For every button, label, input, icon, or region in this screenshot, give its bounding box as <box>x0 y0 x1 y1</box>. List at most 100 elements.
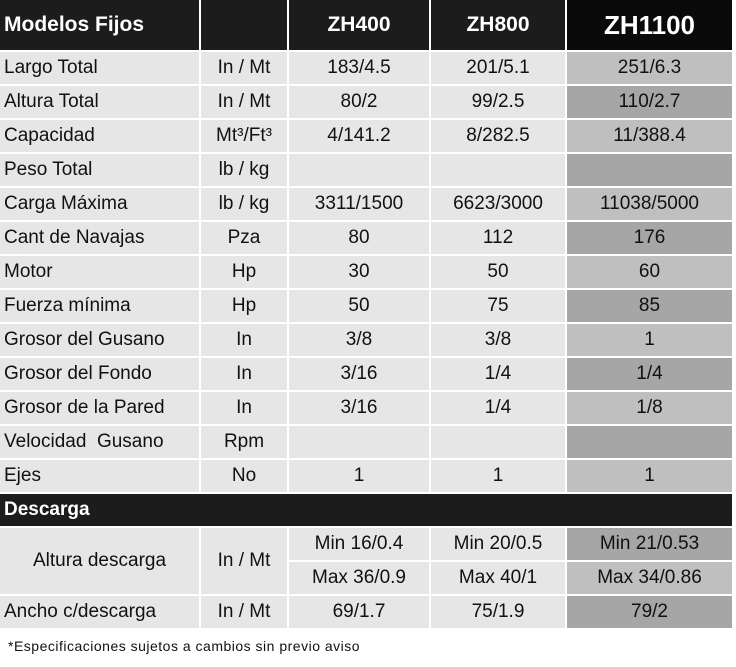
cell-value: 75/1.9 <box>431 596 565 628</box>
table-row: Ejes No 1 1 1 <box>0 460 732 492</box>
cell-value: 69/1.7 <box>289 596 429 628</box>
cell-value: Min 21/0.53 <box>567 528 732 560</box>
row-unit: In <box>201 392 287 424</box>
cell-value: 50 <box>431 256 565 288</box>
row-label: Velocidad Gusano <box>0 426 199 458</box>
cell-value: 1/8 <box>567 392 732 424</box>
cell-value: 3/8 <box>289 324 429 356</box>
header-title: Modelos Fijos <box>0 0 199 50</box>
cell-value: 8/282.5 <box>431 120 565 152</box>
table-row: Peso Total lb / kg <box>0 154 732 186</box>
cell-value: 75 <box>431 290 565 322</box>
table-row: Grosor del Gusano In 3/8 3/8 1 <box>0 324 732 356</box>
table-row: Motor Hp 30 50 60 <box>0 256 732 288</box>
cell-value <box>567 426 732 458</box>
model-header: ZH400 <box>289 0 429 50</box>
cell-value <box>431 154 565 186</box>
cell-value: 251/6.3 <box>567 52 732 84</box>
row-unit: lb / kg <box>201 154 287 186</box>
row-label: Ancho c/descarga <box>0 596 199 628</box>
cell-value: 85 <box>567 290 732 322</box>
header-unit <box>201 0 287 50</box>
cell-value: 50 <box>289 290 429 322</box>
cell-value: 80/2 <box>289 86 429 118</box>
cell-value: Max 34/0.86 <box>567 562 732 594</box>
row-label: Carga Máxima <box>0 188 199 220</box>
cell-value: 183/4.5 <box>289 52 429 84</box>
row-label: Grosor de la Pared <box>0 392 199 424</box>
table-row: Cant de Navajas Pza 80 112 176 <box>0 222 732 254</box>
cell-value: 30 <box>289 256 429 288</box>
cell-value <box>289 154 429 186</box>
model-header: ZH800 <box>431 0 565 50</box>
table-row: Fuerza mínima Hp 50 75 85 <box>0 290 732 322</box>
cell-value <box>289 426 429 458</box>
cell-value: 112 <box>431 222 565 254</box>
row-label: Ejes <box>0 460 199 492</box>
table-row: Largo Total In / Mt 183/4.5 201/5.1 251/6.3 <box>0 52 732 84</box>
cell-value: 4/141.2 <box>289 120 429 152</box>
row-label: Largo Total <box>0 52 199 84</box>
cell-value: 11/388.4 <box>567 120 732 152</box>
cell-value: 1/4 <box>431 358 565 390</box>
row-label: Altura Total <box>0 86 199 118</box>
cell-value: 1 <box>567 460 732 492</box>
row-unit: Hp <box>201 256 287 288</box>
cell-value: 60 <box>567 256 732 288</box>
table-row: Descarga <box>0 494 732 526</box>
row-unit: In / Mt <box>201 596 287 628</box>
row-unit: Pza <box>201 222 287 254</box>
row-unit: Mt³/Ft³ <box>201 120 287 152</box>
row-unit: In / Mt <box>201 86 287 118</box>
table-row: Max 36/0.9 Max 40/1 Max 34/0.86 <box>0 562 732 594</box>
cell-value: 1 <box>431 460 565 492</box>
row-label: Capacidad <box>0 120 199 152</box>
cell-value: Max 36/0.9 <box>289 562 429 594</box>
table-row: Capacidad Mt³/Ft³ 4/141.2 8/282.5 11/388.4 <box>0 120 732 152</box>
row-unit: lb / kg <box>201 188 287 220</box>
cell-value: 1 <box>289 460 429 492</box>
row-label: Motor <box>0 256 199 288</box>
cell-value: 201/5.1 <box>431 52 565 84</box>
cell-value <box>567 154 732 186</box>
row-unit: In / Mt <box>201 52 287 84</box>
row-unit: Rpm <box>201 426 287 458</box>
row-label: Grosor del Fondo <box>0 358 199 390</box>
cell-value: 1/4 <box>567 358 732 390</box>
table-row: Altura Total In / Mt 80/2 99/2.5 110/2.7 <box>0 86 732 118</box>
cell-value: 3/16 <box>289 358 429 390</box>
row-unit: In <box>201 324 287 356</box>
row-label: Cant de Navajas <box>0 222 199 254</box>
cell-value <box>431 426 565 458</box>
row-unit: In / Mt <box>201 528 287 594</box>
cell-value: Max 40/1 <box>431 562 565 594</box>
footnote: *Especificaciones sujetos a cambios sin … <box>8 638 361 654</box>
cell-value: 6623/3000 <box>431 188 565 220</box>
table-row: Velocidad Gusano Rpm <box>0 426 732 458</box>
table-row: Modelos Fijos ZH400 ZH800 ZH1100 <box>0 0 732 50</box>
row-label: Peso Total <box>0 154 199 186</box>
cell-value: 99/2.5 <box>431 86 565 118</box>
row-unit: No <box>201 460 287 492</box>
spec-table: Modelos Fijos ZH400 ZH800 ZH1100 Largo Total… <box>0 0 732 628</box>
cell-value: Min 20/0.5 <box>431 528 565 560</box>
cell-value: 3311/1500 <box>289 188 429 220</box>
cell-value: 110/2.7 <box>567 86 732 118</box>
cell-value: 80 <box>289 222 429 254</box>
cell-value: 1/4 <box>431 392 565 424</box>
cell-value: 3/16 <box>289 392 429 424</box>
model-header: ZH1100 <box>567 0 732 50</box>
cell-value: 176 <box>567 222 732 254</box>
row-label: Altura descarga <box>0 528 199 594</box>
table-row: Grosor de la Pared In 3/16 1/4 1/8 <box>0 392 732 424</box>
table-row: Grosor del Fondo In 3/16 1/4 1/4 <box>0 358 732 390</box>
row-label: Grosor del Gusano <box>0 324 199 356</box>
cell-value: 11038/5000 <box>567 188 732 220</box>
row-label: Fuerza mínima <box>0 290 199 322</box>
cell-value: 3/8 <box>431 324 565 356</box>
cell-value: 1 <box>567 324 732 356</box>
cell-value: 79/2 <box>567 596 732 628</box>
table-row: Ancho c/descarga In / Mt 69/1.7 75/1.9 79/2 <box>0 596 732 628</box>
table-row: Carga Máxima lb / kg 3311/1500 6623/3000 110… <box>0 188 732 220</box>
